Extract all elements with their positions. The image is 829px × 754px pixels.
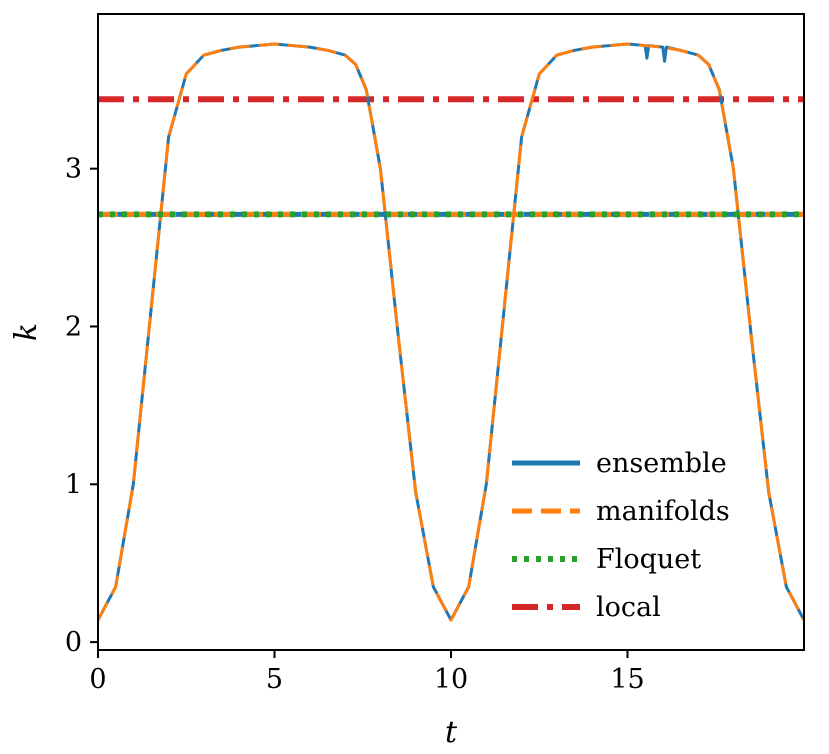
x-axis-ticks: 0 5 10 15 (89, 650, 645, 695)
x-tick-label: 5 (266, 664, 283, 695)
x-tick-label: 10 (434, 664, 468, 695)
y-tick-label: 0 (65, 627, 82, 658)
series-manifolds-line (98, 42, 804, 622)
y-axis-ticks: 0 1 2 3 (65, 154, 98, 658)
legend-label-manifolds: manifolds (596, 496, 730, 527)
series-ensemble-line (98, 42, 804, 622)
legend-label-ensemble: ensemble (596, 448, 727, 479)
legend-label-local: local (596, 592, 661, 623)
series-layer (98, 42, 804, 622)
y-tick-label: 3 (65, 154, 82, 185)
legend-label-floquet: Floquet (596, 544, 701, 575)
y-tick-label: 1 (65, 469, 82, 500)
x-tick-label: 0 (89, 664, 106, 695)
x-tick-label: 15 (610, 664, 644, 695)
y-tick-label: 2 (65, 311, 82, 342)
y-axis-label: k (9, 323, 44, 341)
x-axis-label: t (445, 715, 458, 750)
legend: ensemble manifolds Floquet local (512, 448, 730, 623)
